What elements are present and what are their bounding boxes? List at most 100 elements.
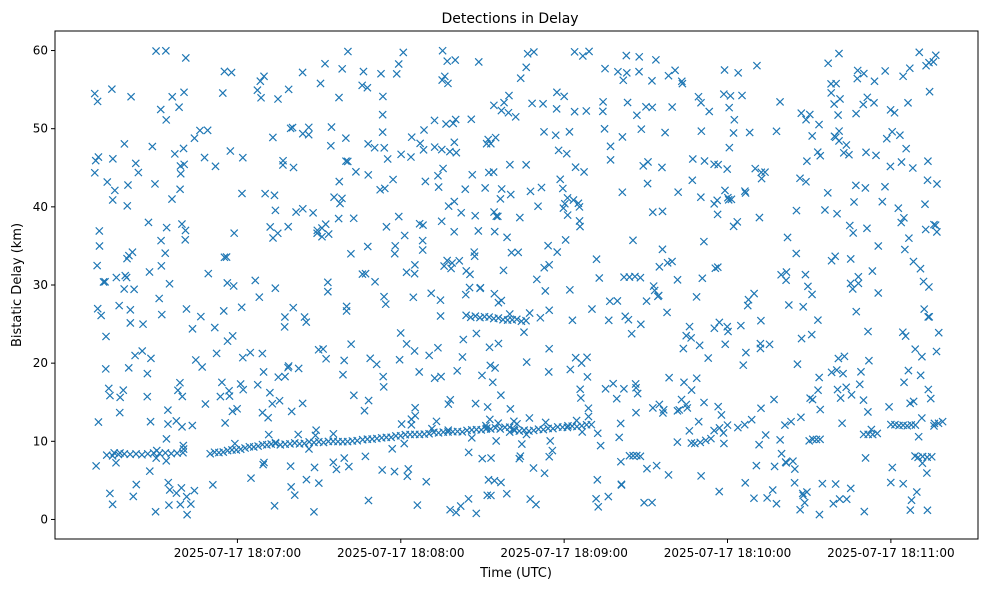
detection-point (616, 457, 625, 466)
detection-point (671, 66, 680, 75)
detection-point (434, 183, 443, 192)
detection-point (846, 484, 855, 493)
detection-point (402, 339, 411, 348)
detection-point (433, 171, 442, 180)
detection-point (899, 72, 908, 81)
x-tick-label: 2025-07-17 18:08:00 (337, 546, 464, 560)
detection-point (338, 370, 347, 379)
detection-point (619, 76, 628, 85)
detection-point (540, 469, 549, 478)
track-point (462, 311, 471, 320)
track-point (271, 438, 280, 447)
detection-point (132, 480, 141, 489)
detection-point (604, 492, 613, 501)
detection-point (816, 151, 825, 160)
detection-point (143, 392, 152, 401)
detection-point (566, 365, 575, 374)
detection-point (852, 307, 861, 316)
detection-point (138, 346, 147, 356)
detection-point (163, 419, 172, 429)
track-point (520, 426, 529, 435)
detection-point (515, 213, 524, 222)
detection-point (659, 405, 668, 414)
detection-point (101, 364, 110, 373)
detection-point (487, 453, 496, 462)
y-axis-label: Bistatic Delay (km) (10, 223, 25, 347)
detection-point (445, 147, 454, 156)
detection-point (833, 209, 842, 218)
detection-point (637, 125, 646, 134)
detection-point (176, 169, 185, 178)
detection-point (210, 323, 219, 332)
detection-point (91, 156, 100, 165)
detection-point (516, 74, 525, 83)
detection-point (713, 263, 722, 272)
detection-point (808, 290, 817, 299)
detection-point (696, 98, 706, 107)
track-point (178, 448, 187, 457)
detection-point (772, 127, 781, 136)
detection-point (621, 312, 630, 321)
detection-point (259, 460, 268, 469)
detection-point (632, 383, 641, 392)
detection-point (747, 415, 756, 424)
detection-point (478, 454, 487, 463)
detection-point (592, 494, 601, 503)
y-tick-label: 10 (33, 434, 48, 448)
detection-point (749, 494, 758, 503)
detection-point (673, 438, 682, 447)
detection-point (465, 283, 474, 292)
y-tick-label: 20 (33, 356, 48, 370)
detection-point (246, 348, 255, 357)
detection-point (517, 440, 526, 449)
detection-point (486, 139, 495, 148)
detection-point (522, 430, 531, 439)
detection-point (631, 408, 641, 417)
detection-point (741, 188, 750, 197)
detection-point (907, 496, 916, 505)
detection-point (781, 458, 790, 467)
detection-point (493, 212, 502, 221)
detection-point (578, 51, 587, 61)
detection-point (805, 110, 814, 119)
detection-point (415, 367, 424, 376)
detection-point (705, 107, 714, 116)
detection-point (111, 458, 121, 467)
detection-point (382, 222, 391, 231)
detection-point (290, 491, 299, 500)
detection-point (714, 160, 723, 169)
track-point (505, 428, 514, 437)
track-point (522, 316, 531, 325)
detection-point (392, 69, 401, 78)
detection-point (343, 47, 352, 56)
detection-point (710, 324, 719, 333)
detection-point (379, 382, 388, 391)
detection-point (903, 98, 913, 107)
detection-point (544, 367, 553, 376)
detection-point (724, 195, 733, 204)
detection-point (582, 106, 591, 115)
detection-point (407, 133, 416, 142)
track-point (300, 439, 309, 448)
detection-point (710, 426, 719, 435)
detection-point (651, 55, 660, 64)
detection-point (604, 316, 613, 325)
detection-point (909, 257, 918, 266)
detection-point (695, 341, 704, 350)
detection-point (654, 291, 663, 300)
detection-point (839, 369, 848, 378)
detection-point (613, 296, 622, 305)
track-point (529, 426, 538, 435)
detection-point (284, 85, 293, 94)
detection-point (255, 293, 264, 302)
detection-point (719, 428, 728, 437)
detection-point (394, 212, 403, 221)
x-tick-label: 2025-07-17 18:09:00 (500, 546, 627, 560)
detection-point (402, 268, 411, 277)
detection-point (784, 300, 793, 310)
detection-point (874, 288, 883, 298)
detection-point (284, 362, 293, 371)
detection-point (688, 176, 697, 185)
detection-point (664, 470, 673, 479)
